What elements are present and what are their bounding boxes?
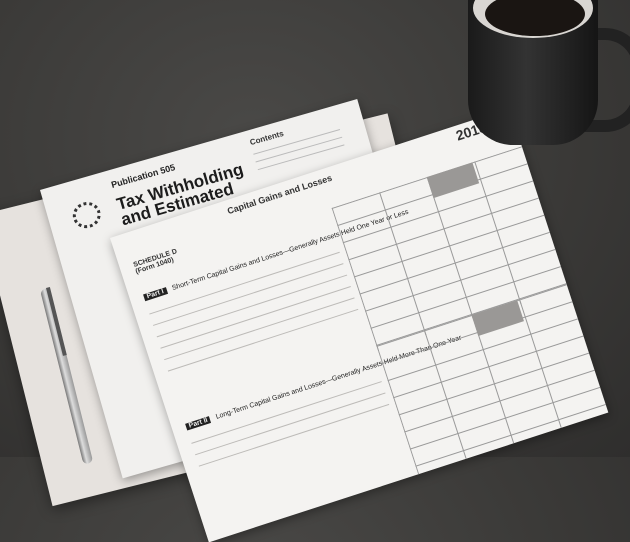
- text-line: [164, 297, 355, 361]
- contents-heading: Contents: [248, 128, 285, 148]
- part-2-label: Part II: [185, 416, 212, 431]
- form-name: SCHEDULE D (Form 1040): [132, 248, 179, 276]
- text-line: [152, 263, 344, 326]
- text-line: [195, 392, 386, 456]
- text-line: [160, 285, 351, 349]
- irs-eagle-logo: [69, 198, 104, 232]
- part-1-label: Part I: [143, 287, 168, 302]
- coffee: [485, 0, 585, 36]
- text-line: [167, 308, 359, 372]
